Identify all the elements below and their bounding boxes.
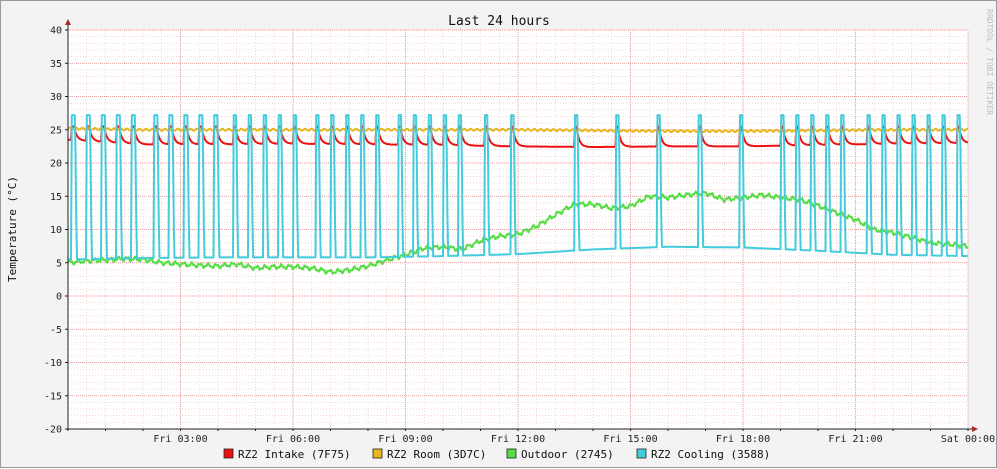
axes — [65, 19, 978, 432]
y-tick-label: 20 — [50, 159, 62, 170]
y-tick-label: 0 — [56, 292, 62, 303]
legend-swatch — [636, 448, 647, 459]
x-tick-label: Fri 15:00 — [603, 434, 657, 445]
y-tick-label: 35 — [50, 59, 62, 70]
y-tick-label: -20 — [44, 425, 62, 436]
x-tick-label: Fri 03:00 — [153, 434, 207, 445]
series-line-outdoor-2745 — [67, 190, 969, 275]
y-axis-ticks: 40 35 30 25 20 15 10 5 0 -5 -10 -15 -20 — [44, 26, 62, 436]
x-tick-label: Fri 18:00 — [716, 434, 770, 445]
legend-label: RZ2 Intake (7F75) — [238, 448, 351, 461]
chart-title: Last 24 hours — [448, 14, 550, 29]
y-tick-label: 30 — [50, 92, 62, 103]
y-tick-label: 25 — [50, 125, 62, 136]
x-axis-ticks: Fri 03:00 Fri 06:00 Fri 09:00 Fri 12:00 Fri … — [153, 434, 995, 445]
y-tick-label: 5 — [56, 258, 62, 269]
y-tick-label: -10 — [44, 358, 62, 369]
legend-swatch — [506, 448, 517, 459]
legend-label: RZ2 Cooling (3588) — [651, 448, 770, 461]
y-tick-label: 10 — [50, 225, 62, 236]
x-tick-label: Fri 12:00 — [491, 434, 545, 445]
x-tick-label: Fri 09:00 — [378, 434, 432, 445]
legend-label: RZ2 Room (3D7C) — [387, 448, 486, 461]
y-tick-label: 15 — [50, 192, 62, 203]
x-tick-label: Fri 21:00 — [828, 434, 882, 445]
y-axis-label: Temperature (°C) — [6, 176, 19, 282]
legend-swatch — [372, 448, 383, 459]
x-axis-arrow — [972, 426, 978, 432]
watermark-text: RRDTOOL / TOBI OETIKER — [985, 9, 994, 115]
x-tick-label: Sat 00:00 — [941, 434, 995, 445]
series-line-rz2-cooling-3588 — [67, 114, 969, 261]
legend: RZ2 Intake (7F75) RZ2 Room (3D7C) Outdoor … — [223, 448, 770, 461]
legend-swatch — [223, 448, 234, 459]
y-tick-label: -5 — [50, 325, 62, 336]
y-tick-label: 40 — [50, 26, 62, 37]
legend-label: Outdoor (2745) — [521, 448, 614, 461]
y-tick-label: -15 — [44, 391, 62, 402]
series-lines — [67, 114, 969, 275]
y-axis-arrow — [65, 19, 71, 25]
x-tick-label: Fri 06:00 — [266, 434, 320, 445]
